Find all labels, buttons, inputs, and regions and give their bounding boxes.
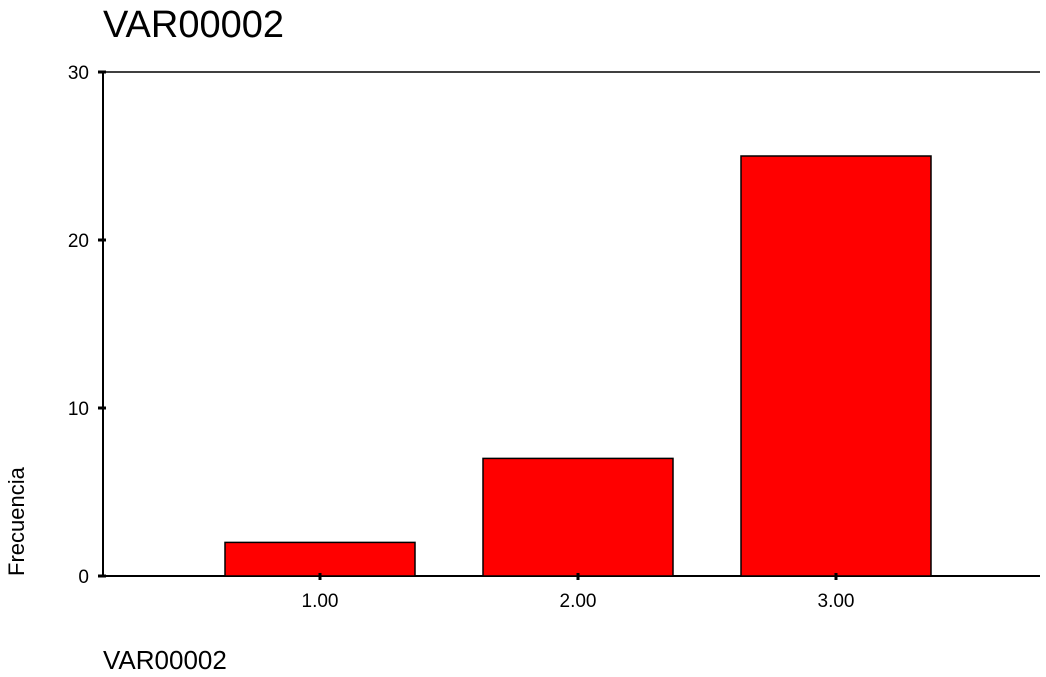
- x-axis-label: VAR00002: [103, 645, 227, 675]
- x-tick-label: 1.00: [302, 591, 339, 612]
- y-tick-label: 30: [68, 63, 89, 84]
- x-tick-label: 2.00: [560, 591, 597, 612]
- bar: [740, 155, 932, 577]
- y-tick-label: 10: [68, 399, 89, 420]
- bar: [224, 541, 416, 577]
- bar: [482, 457, 674, 577]
- y-tick-label: 20: [68, 231, 89, 252]
- y-tick-label: 0: [78, 567, 89, 588]
- x-tick-label: 3.00: [818, 591, 855, 612]
- chart-title: VAR00002: [103, 4, 284, 46]
